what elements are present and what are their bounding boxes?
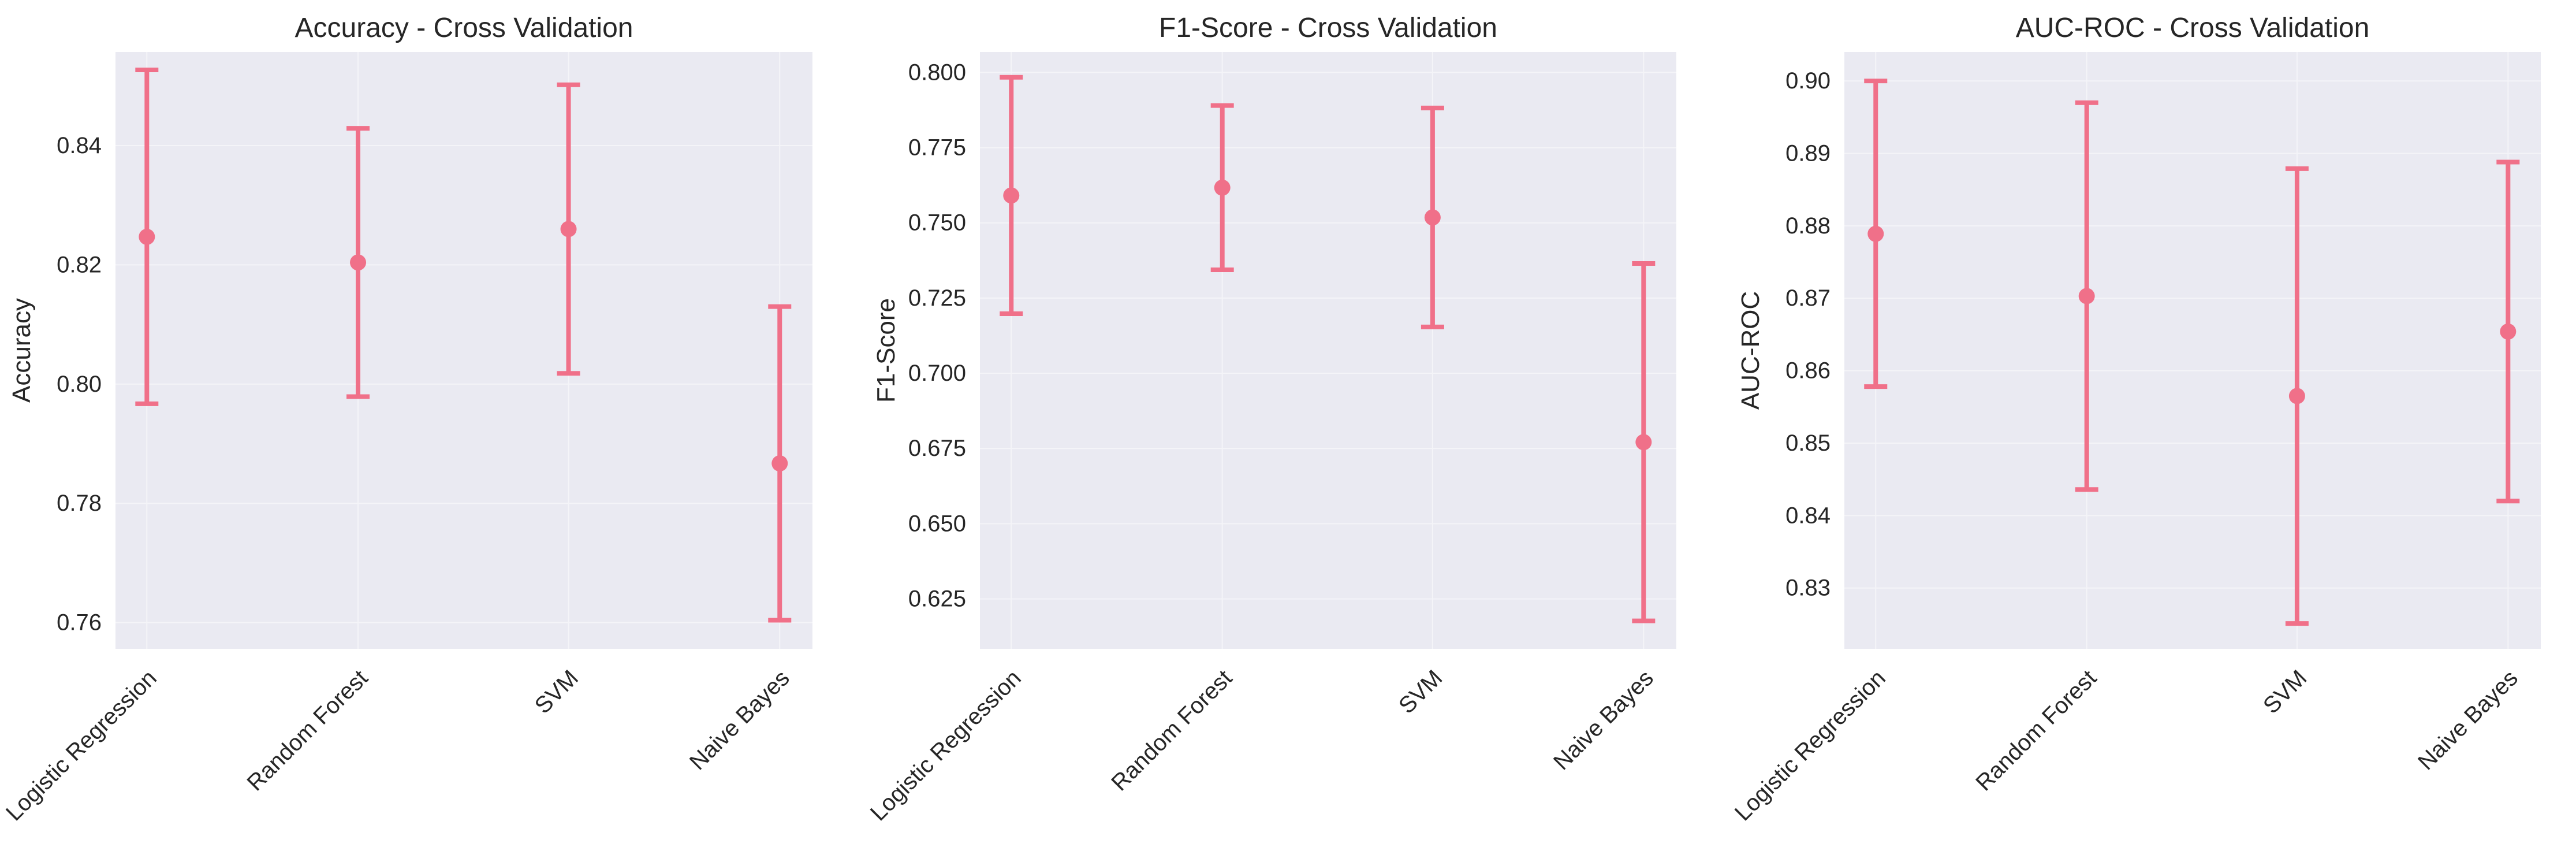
y-tick-label: 0.82 bbox=[57, 252, 102, 277]
y-tick-label: 0.83 bbox=[1785, 575, 1831, 601]
y-tick-label: 0.78 bbox=[57, 491, 102, 516]
chart-title: Accuracy - Cross Validation bbox=[295, 13, 633, 43]
mean-point-logistic-regression bbox=[1867, 225, 1884, 242]
errorbar-naive-bayes bbox=[1632, 261, 1656, 623]
y-tick-label: 0.76 bbox=[57, 610, 102, 636]
plot-area bbox=[1844, 52, 2541, 649]
errorbar-random-forest bbox=[346, 126, 370, 399]
mean-point-svm bbox=[1424, 209, 1441, 226]
y-tick-label: 0.84 bbox=[1785, 503, 1831, 528]
chart-title: F1-Score - Cross Validation bbox=[1159, 13, 1497, 43]
x-tick-label-svm: SVM bbox=[2258, 665, 2312, 718]
mean-point-random-forest bbox=[350, 254, 367, 271]
errorbar-svm bbox=[557, 82, 580, 376]
y-axis-label: AUC-ROC bbox=[1736, 291, 1765, 410]
grid bbox=[1844, 52, 2541, 649]
x-tick-label-naive-bayes: Naive Bayes bbox=[2413, 665, 2523, 775]
errorbar-naive-bayes bbox=[2496, 159, 2520, 504]
y-axis: 0.83 0.84 0.85 0.86 0.87 0.88 0.89 0.90 bbox=[1785, 68, 1831, 601]
y-axis-label: Accuracy bbox=[8, 298, 36, 403]
panel-accuracy: Accuracy - Cross Validation Accuracy 0.7… bbox=[1, 13, 812, 826]
x-tick-label-logistic-regression: Logistic Regression bbox=[1730, 665, 1891, 826]
chart-title: AUC-ROC - Cross Validation bbox=[2016, 13, 2370, 43]
x-axis: Logistic Regression Random Forest SVM Naive… bbox=[866, 665, 1658, 826]
x-tick-label-logistic-regression: Logistic Regression bbox=[1, 665, 162, 826]
y-tick-label: 0.675 bbox=[908, 436, 966, 461]
y-tick-label: 0.80 bbox=[57, 372, 102, 397]
y-tick-label: 0.725 bbox=[908, 285, 966, 311]
data-series bbox=[1000, 75, 1656, 623]
errorbar-logistic-regression bbox=[1000, 75, 1023, 316]
y-tick-label: 0.87 bbox=[1785, 285, 1831, 311]
y-tick-label: 0.800 bbox=[908, 60, 966, 85]
x-axis: Logistic Regression Random Forest SVM Naive… bbox=[1730, 665, 2523, 826]
mean-point-random-forest bbox=[1214, 179, 1231, 196]
mean-point-naive-bayes bbox=[771, 455, 788, 472]
y-tick-label: 0.650 bbox=[908, 511, 966, 536]
errorbar-random-forest bbox=[1210, 103, 1234, 272]
y-tick-label: 0.86 bbox=[1785, 358, 1831, 384]
mean-point-svm bbox=[560, 221, 577, 237]
errorbar-random-forest bbox=[2075, 100, 2098, 492]
data-series bbox=[135, 67, 792, 623]
mean-point-naive-bayes bbox=[2500, 323, 2517, 340]
y-tick-label: 0.84 bbox=[57, 133, 102, 158]
errorbar-naive-bayes bbox=[768, 304, 792, 623]
errorbar-svm bbox=[2285, 166, 2309, 626]
data-series bbox=[1864, 79, 2520, 626]
x-tick-label-random-forest: Random Forest bbox=[243, 665, 373, 796]
mean-point-logistic-regression bbox=[1003, 187, 1020, 204]
mean-point-naive-bayes bbox=[1635, 434, 1652, 451]
mean-point-logistic-regression bbox=[139, 228, 155, 245]
x-tick-label-random-forest: Random Forest bbox=[1106, 665, 1237, 796]
y-tick-label: 0.88 bbox=[1785, 213, 1831, 239]
mean-point-random-forest bbox=[2078, 288, 2095, 304]
plot-area bbox=[980, 52, 1676, 649]
y-tick-label: 0.90 bbox=[1785, 68, 1831, 94]
y-tick-label: 0.750 bbox=[908, 210, 966, 236]
y-axis: 0.625 0.650 0.675 0.700 0.725 0.750 0.775 0.800 bbox=[908, 60, 966, 611]
x-tick-label-naive-bayes: Naive Bayes bbox=[685, 665, 795, 775]
errorbar-logistic-regression bbox=[135, 67, 159, 406]
x-tick-label-logistic-regression: Logistic Regression bbox=[866, 665, 1026, 826]
plot-area bbox=[115, 52, 812, 649]
y-tick-label: 0.85 bbox=[1785, 430, 1831, 456]
y-axis-label: F1-Score bbox=[872, 298, 900, 403]
y-tick-label: 0.775 bbox=[908, 135, 966, 161]
y-tick-label: 0.89 bbox=[1785, 141, 1831, 166]
errorbar-logistic-regression bbox=[1864, 79, 1888, 389]
mean-point-svm bbox=[2288, 388, 2305, 404]
panel-f1-score: F1-Score - Cross Validation F1-Score 0.6… bbox=[866, 13, 1676, 826]
x-axis: Logistic Regression Random Forest SVM Naive… bbox=[1, 665, 795, 826]
panel-auc-roc: AUC-ROC - Cross Validation AUC-ROC 0.830… bbox=[1730, 13, 2541, 826]
y-tick-label: 0.700 bbox=[908, 361, 966, 386]
y-axis: 0.76 0.78 0.80 0.82 0.84 bbox=[57, 133, 102, 636]
x-tick-label-svm: SVM bbox=[1394, 665, 1447, 718]
x-tick-label-svm: SVM bbox=[530, 665, 583, 718]
y-tick-label: 0.625 bbox=[908, 586, 966, 612]
x-tick-label-naive-bayes: Naive Bayes bbox=[1549, 665, 1658, 775]
x-tick-label-random-forest: Random Forest bbox=[1971, 665, 2101, 796]
errorbar-svm bbox=[1421, 105, 1444, 329]
